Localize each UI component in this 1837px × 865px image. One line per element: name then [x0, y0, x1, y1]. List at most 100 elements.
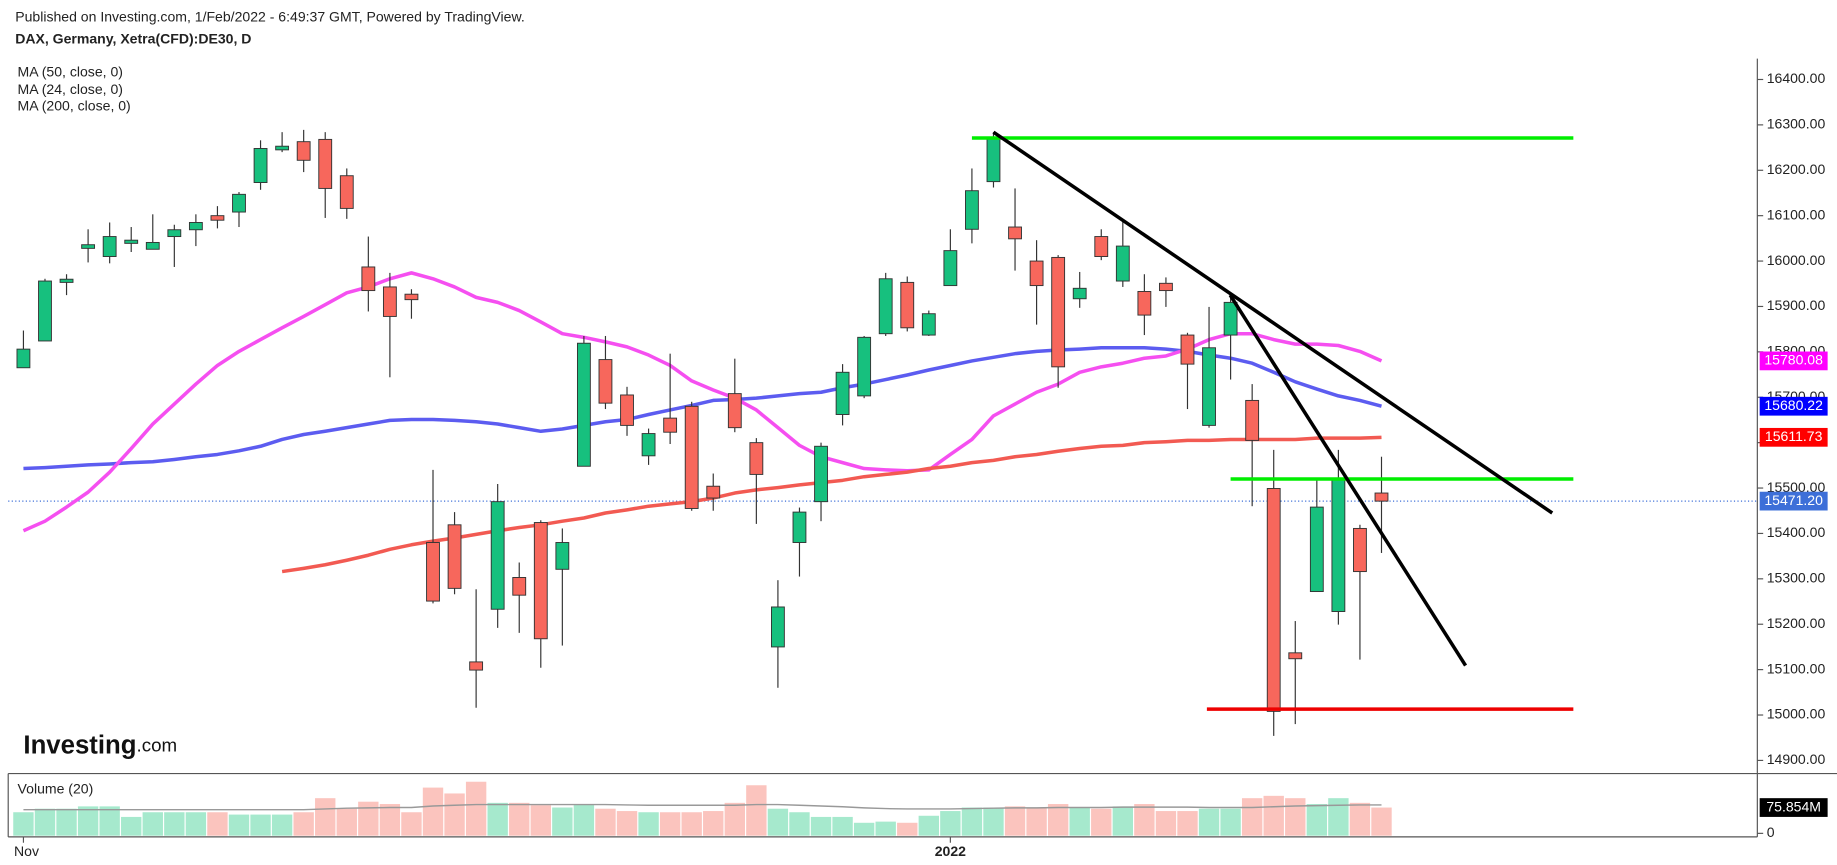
- candle-body: [145, 241, 160, 250]
- logo: Investing.com: [23, 731, 177, 759]
- volume-bar: [1371, 807, 1392, 836]
- volume-bar: [465, 781, 487, 836]
- candle-body: [81, 244, 96, 249]
- volume-bar: [56, 808, 77, 836]
- ma-price-box: [1759, 396, 1828, 416]
- candle-body: [1094, 236, 1109, 257]
- y-tick-label: 16300.00: [1767, 116, 1826, 132]
- volume-bar: [444, 793, 465, 836]
- candle-body: [1072, 287, 1087, 300]
- volume-bar: [1134, 804, 1155, 836]
- candle-body: [814, 445, 828, 503]
- volume-bar: [897, 822, 918, 836]
- candle-body: [447, 524, 462, 589]
- candle-body: [210, 215, 225, 221]
- volume-tick-label: 75.854M: [1766, 798, 1821, 814]
- volume-bar: [422, 787, 444, 836]
- volume-bar: [703, 811, 724, 836]
- volume-tick-label: 0: [1767, 824, 1775, 840]
- candle-body: [382, 286, 397, 317]
- volume-bar: [616, 811, 638, 836]
- candle-body: [598, 359, 613, 404]
- ma-price-label: 15780.08: [1764, 352, 1823, 368]
- candle-body: [986, 136, 1001, 183]
- candle-body: [253, 148, 268, 184]
- volume-bar: [767, 808, 789, 836]
- volume-bar: [681, 812, 702, 836]
- candle-body: [59, 278, 74, 283]
- volume-bar: [1328, 798, 1349, 836]
- candle-body: [361, 266, 376, 292]
- candle-body: [1008, 226, 1022, 240]
- candle-body: [232, 193, 246, 213]
- volume-bar: [1026, 807, 1047, 836]
- volume-bar: [853, 822, 875, 836]
- candle-body: [1309, 506, 1324, 593]
- y-tick-label: 15400.00: [1767, 524, 1826, 540]
- y-tick-label: 16400.00: [1767, 70, 1826, 86]
- candle-body: [318, 138, 333, 189]
- volume-bar: [336, 808, 357, 836]
- candle-body: [426, 542, 440, 602]
- candle-body: [38, 280, 52, 342]
- y-tick-label: 15500.00: [1767, 479, 1826, 495]
- volume-bar: [99, 806, 120, 836]
- candle-body: [404, 293, 419, 301]
- volume-bar: [379, 804, 401, 836]
- candle-body: [576, 342, 591, 467]
- volume-bar: [228, 814, 250, 836]
- last-price-label: 15471.20: [1764, 492, 1823, 508]
- candle-body: [512, 577, 527, 596]
- volume-bar: [34, 808, 56, 836]
- candle-body: [1331, 477, 1346, 612]
- candle-body: [1137, 291, 1152, 316]
- ma-price-box: [1759, 427, 1828, 447]
- candle-body: [727, 393, 742, 429]
- volume-bar: [1112, 806, 1134, 836]
- ma-price-label: 15680.22: [1764, 397, 1823, 413]
- volume-last-box: [1759, 798, 1828, 817]
- logo-suffix: .com: [137, 735, 178, 756]
- volume-bar: [746, 785, 767, 836]
- y-tick-label: 16100.00: [1767, 206, 1826, 222]
- candle-body: [706, 485, 721, 499]
- candle-body: [1180, 334, 1195, 365]
- ma-line: [23, 346, 1382, 471]
- y-tick-label: 15300.00: [1767, 570, 1826, 586]
- candle-body: [469, 661, 484, 671]
- logo-main: Investing: [23, 731, 136, 759]
- volume-bar: [121, 816, 142, 836]
- volume-bar: [293, 812, 314, 836]
- y-tick-label: 16200.00: [1767, 161, 1826, 177]
- ma-line: [22, 271, 1383, 533]
- candle-body: [878, 278, 893, 335]
- candle-body: [943, 250, 958, 287]
- volume-bar: [940, 811, 961, 836]
- candle-body: [16, 348, 31, 369]
- candle-body: [641, 433, 656, 457]
- volume-bar: [832, 816, 853, 836]
- candle-body: [857, 336, 872, 397]
- candle-body: [490, 501, 505, 610]
- drawn-line: [1228, 294, 1468, 667]
- volume-bar: [552, 807, 573, 836]
- volume-bar: [530, 805, 551, 836]
- volume-bar: [1306, 804, 1328, 836]
- x-tick-label: 2022: [935, 843, 966, 859]
- volume-bar: [401, 812, 422, 836]
- candle-body: [771, 606, 785, 648]
- volume-bar: [1220, 808, 1241, 836]
- candle-body: [1245, 399, 1260, 441]
- volume-bar: [789, 812, 810, 836]
- candle-body: [1029, 260, 1044, 287]
- candle-body: [1266, 488, 1281, 712]
- candle-body: [1353, 527, 1367, 573]
- candle-body: [555, 542, 570, 570]
- y-tick-label: 15000.00: [1767, 706, 1826, 722]
- volume-bar: [983, 807, 1004, 836]
- volume-bar: [13, 812, 34, 836]
- candle-body: [663, 417, 678, 433]
- volume-bar: [271, 814, 293, 836]
- volume-bar: [358, 801, 379, 836]
